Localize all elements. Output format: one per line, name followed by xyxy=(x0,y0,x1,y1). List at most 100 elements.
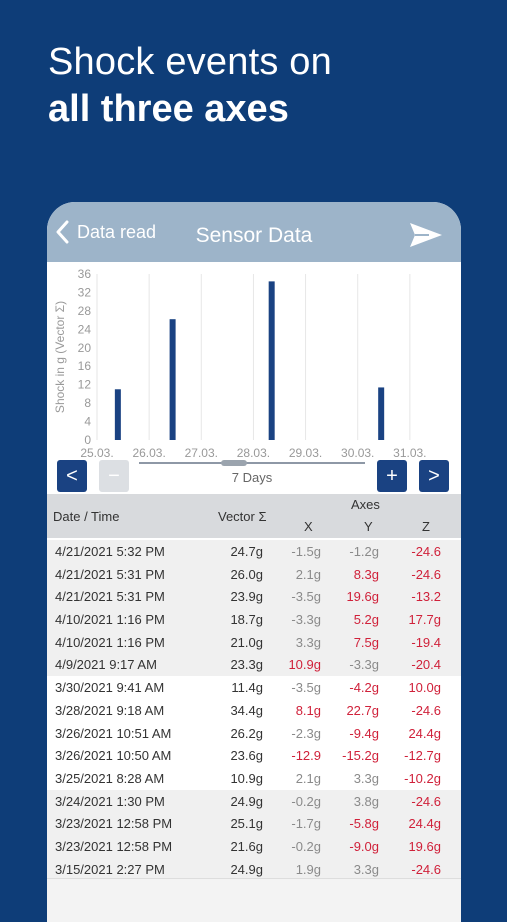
cell-y: -3.3g xyxy=(349,657,379,673)
cell-date: 3/26/2021 10:51 AM xyxy=(55,725,172,741)
slider-thumb[interactable] xyxy=(221,460,247,466)
y-tick-label: 28 xyxy=(78,304,92,318)
nav-bar: Data read Sensor Data xyxy=(47,202,461,262)
cell-x: -3.5g xyxy=(291,589,321,605)
cell-x: -3.5g xyxy=(291,680,321,696)
table-row[interactable]: 3/25/2021 8:28 AM 10.9g 2.1g 3.3g -10.2g xyxy=(47,766,461,790)
cell-date: 4/10/2021 1:16 PM xyxy=(55,634,165,650)
shock-chart-svg: 0 4 8 12 16 20 24 28 32 36 25.03. 26.03. 27.03. 28.03… xyxy=(53,267,427,460)
table-row[interactable]: 3/30/2021 9:41 AM 11.4g -3.5g -4.2g 10.0g xyxy=(47,676,461,699)
zoom-out-button[interactable]: − xyxy=(99,460,129,492)
cell-x: -0.2g xyxy=(291,838,321,854)
table-row[interactable]: 4/21/2021 5:32 PM 24.7g -1.5g -1.2g -24.6 xyxy=(47,540,461,563)
cell-x: -2.3g xyxy=(291,725,321,741)
cell-z: -24.6 xyxy=(411,793,441,809)
cell-z: 17.7g xyxy=(408,612,441,628)
cell-z: -24.6 xyxy=(411,861,441,877)
y-tick-label: 8 xyxy=(84,396,91,410)
cell-vector: 25.1g xyxy=(230,816,263,832)
table-row[interactable]: 4/9/2021 9:17 AM 23.3g 10.9g -3.3g -20.4 xyxy=(47,653,461,677)
cell-x: -1.7g xyxy=(291,816,321,832)
chart-bar xyxy=(114,389,121,440)
cell-z: 24.4g xyxy=(408,725,441,741)
cell-vector: 23.3g xyxy=(230,657,263,673)
cell-date: 3/23/2021 12:58 PM xyxy=(55,838,173,854)
cell-vector: 23.9g xyxy=(230,589,263,605)
cell-y: 5.2g xyxy=(353,612,379,628)
col-date-header: Date / Time xyxy=(53,509,120,524)
cell-vector: 23.6g xyxy=(230,748,263,764)
chart-bar xyxy=(378,387,385,440)
cell-vector: 21.6g xyxy=(230,838,263,854)
cell-date: 3/25/2021 8:28 AM xyxy=(55,770,165,786)
table-row[interactable]: 4/21/2021 5:31 PM 26.0g 2.1g 8.3g -24.6 xyxy=(47,562,461,586)
table-row[interactable]: 4/10/2021 1:16 PM 18.7g -3.3g 5.2g 17.7g xyxy=(47,608,461,631)
cell-vector: 24.9g xyxy=(230,861,263,877)
bottom-toolbar xyxy=(47,878,461,922)
y-tick-label: 32 xyxy=(78,285,92,299)
zoom-in-button[interactable]: + xyxy=(377,460,407,492)
y-tick-label: 12 xyxy=(78,378,92,392)
cell-y: 7.5g xyxy=(353,634,379,650)
promo-heading: Shock events on all three axes xyxy=(48,40,332,134)
table-row[interactable]: 4/10/2021 1:16 PM 21.0g 3.3g 7.5g -19.4 xyxy=(47,630,461,654)
cell-vector: 24.9g xyxy=(230,793,263,809)
cell-vector: 11.4g xyxy=(231,680,263,696)
back-button[interactable]: Data read xyxy=(55,220,156,244)
cell-x: 10.9g xyxy=(288,657,321,673)
axes-group-header: Axes xyxy=(351,497,380,512)
next-period-button[interactable]: > xyxy=(419,460,449,492)
x-tick-label: 31.03. xyxy=(393,446,426,460)
table-row[interactable]: 3/24/2021 1:30 PM 24.9g -0.2g 3.8g -24.6 xyxy=(47,789,461,813)
cell-z: 19.6g xyxy=(408,838,441,854)
y-tick-label: 4 xyxy=(84,415,91,429)
cell-date: 4/9/2021 9:17 AM xyxy=(55,657,157,673)
col-x-header: X xyxy=(304,519,313,534)
time-range-slider[interactable]: 7 Days xyxy=(139,460,365,492)
cell-y: -5.8g xyxy=(349,816,379,832)
table-row[interactable]: 3/28/2021 9:18 AM 34.4g 8.1g 22.7g -24.6 xyxy=(47,698,461,722)
cell-x: -0.2g xyxy=(291,793,321,809)
cell-y: -15.2g xyxy=(342,748,379,764)
table-row[interactable]: 3/23/2021 12:58 PM 25.1g -1.7g -5.8g 24.4g xyxy=(47,812,461,835)
cell-z: -12.7g xyxy=(404,748,441,764)
table-row[interactable]: 3/26/2021 10:50 AM 23.6g -12.9 -15.2g -12.7g xyxy=(47,744,461,767)
cell-vector: 21.0g xyxy=(230,634,263,650)
cell-y: 3.3g xyxy=(353,861,379,877)
cell-x: 3.3g xyxy=(295,634,321,650)
table-row[interactable]: 3/26/2021 10:51 AM 26.2g -2.3g -9.4g 24.4g xyxy=(47,721,461,745)
x-tick-label: 25.03. xyxy=(80,446,113,460)
cell-vector: 34.4g xyxy=(230,702,263,718)
col-y-header: Y xyxy=(364,519,373,534)
cell-y: 19.6g xyxy=(346,589,379,605)
cell-y: 3.8g xyxy=(353,793,379,809)
cell-date: 3/15/2021 2:27 PM xyxy=(55,861,165,877)
y-tick-label: 36 xyxy=(78,267,92,281)
page-title: Sensor Data xyxy=(195,224,313,247)
table-row[interactable]: 3/23/2021 12:58 PM 21.6g -0.2g -9.0g 19.6g xyxy=(47,834,461,858)
shock-table-body: 4/21/2021 5:32 PM 24.7g -1.5g -1.2g -24.6 4/2… xyxy=(47,540,461,881)
cell-x: 1.9g xyxy=(295,861,321,877)
chart-bar xyxy=(169,319,176,440)
cell-x: 2.1g xyxy=(295,770,321,786)
cell-y: 3.3g xyxy=(353,770,379,786)
shock-chart: 0 4 8 12 16 20 24 28 32 36 25.03. 26.03. 27.03. 28.03… xyxy=(47,262,461,462)
table-row[interactable]: 3/15/2021 2:27 PM 24.9g 1.9g 3.3g -24.6 xyxy=(47,857,461,881)
cell-vector: 10.9g xyxy=(230,770,263,786)
cell-z: -24.6 xyxy=(411,544,441,559)
x-tick-label: 27.03. xyxy=(185,446,218,460)
cell-y: -9.0g xyxy=(349,838,379,854)
y-tick-label: 20 xyxy=(78,341,92,355)
cell-x: -3.3g xyxy=(291,612,321,628)
cell-z: -24.6 xyxy=(411,702,441,718)
table-row[interactable]: 4/21/2021 5:31 PM 23.9g -3.5g 19.6g -13.2 xyxy=(47,585,461,609)
send-icon[interactable] xyxy=(409,222,443,248)
cell-vector: 18.7g xyxy=(230,612,263,628)
cell-y: 22.7g xyxy=(346,702,379,718)
cell-y: -9.4g xyxy=(349,725,379,741)
prev-period-button[interactable]: < xyxy=(57,460,87,492)
cell-z: 24.4g xyxy=(408,816,441,832)
cell-y: -4.2g xyxy=(349,680,379,696)
back-label: Data read xyxy=(77,221,157,242)
cell-date: 4/21/2021 5:31 PM xyxy=(55,589,165,605)
